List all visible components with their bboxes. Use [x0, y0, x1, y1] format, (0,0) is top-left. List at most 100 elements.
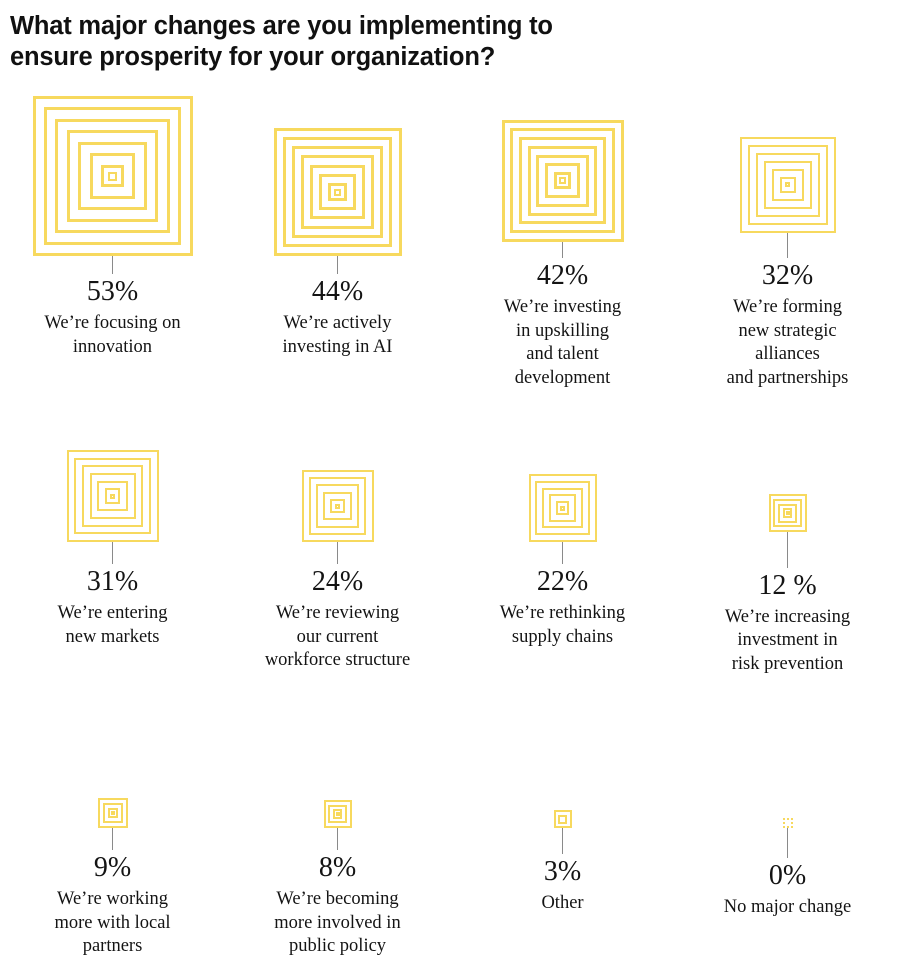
stat-cell: 3% Other — [450, 676, 675, 962]
square-ring — [323, 800, 352, 828]
connector-line — [337, 256, 338, 274]
concentric-square-mark-area — [97, 676, 128, 828]
stat-caption: We’re forming new strategic alliances an… — [726, 297, 849, 388]
connector-line — [787, 532, 788, 568]
stat-caption: No major change — [723, 897, 852, 917]
square-ring-core — [785, 182, 790, 188]
concentric-square-icon — [528, 474, 597, 542]
stat-caption: We’re working more with local partners — [54, 889, 171, 956]
square-ring — [66, 450, 159, 542]
concentric-square-mark-area — [739, 104, 836, 233]
concentric-square-mark-area — [553, 676, 572, 828]
square-ring — [527, 145, 598, 216]
concentric-square-icon — [739, 136, 836, 233]
square-ring — [291, 146, 384, 238]
stat-caption: We’re increasing investment in risk prev… — [724, 606, 851, 674]
square-ring — [55, 118, 170, 234]
square-ring — [545, 163, 580, 199]
concentric-square-mark-area — [273, 104, 402, 256]
stat-percentage: 3% — [543, 856, 582, 887]
connector-line — [112, 542, 113, 564]
square-ring — [548, 494, 577, 522]
square-ring — [102, 803, 123, 823]
square-ring — [74, 457, 151, 535]
stat-cell: 9% We’re working more with local partners — [0, 676, 225, 962]
stat-cell: 8% We’re becoming more involved in public… — [225, 676, 450, 962]
stat-cell: 44% We’re actively investing in AI — [225, 104, 450, 390]
stat-percentage: 9% — [93, 852, 132, 883]
connector-line — [337, 828, 338, 850]
stat-cell: 12 % We’re increasing investment in risk … — [675, 390, 900, 676]
stat-cell: 42% We’re investing in upskilling and tal… — [450, 104, 675, 390]
concentric-square-icon — [66, 450, 159, 542]
stat-caption: Other — [541, 893, 584, 913]
stat-cell: 32% We’re forming new strategic alliances… — [675, 104, 900, 390]
square-ring-core — [110, 811, 115, 815]
stat-cell: 22% We’re rethinking supply chains — [450, 390, 675, 676]
stat-caption: We’re reviewing our current workforce st… — [264, 603, 411, 670]
stat-caption: We’re rethinking supply chains — [499, 603, 626, 647]
concentric-square-mark-area — [66, 390, 159, 542]
stat-percentage: 53% — [86, 276, 139, 307]
stat-percentage: 31% — [86, 566, 139, 597]
square-ring — [97, 798, 128, 828]
square-ring-core — [110, 493, 115, 499]
square-ring — [747, 144, 828, 225]
stat-percentage: 12 % — [758, 569, 817, 601]
square-ring — [782, 508, 793, 518]
square-ring — [300, 155, 375, 229]
square-ring — [553, 810, 572, 828]
stat-cell: 0% No major change — [675, 676, 900, 962]
square-ring — [536, 154, 589, 207]
square-ring — [778, 503, 797, 523]
stat-grid: 53% We’re focusing on innovation 44% We’re … — [0, 96, 900, 962]
concentric-square-mark-area — [782, 676, 793, 828]
square-ring-core — [335, 812, 340, 816]
concentric-square-icon — [97, 798, 128, 828]
square-ring-core — [785, 511, 790, 515]
square-ring — [97, 480, 128, 512]
square-ring — [89, 473, 136, 519]
concentric-square-mark-area — [501, 104, 624, 242]
square-ring — [301, 470, 374, 542]
square-ring — [763, 160, 812, 209]
concentric-square-mark-area — [32, 96, 193, 256]
concentric-square-mark-area — [323, 676, 352, 828]
square-ring — [310, 164, 365, 220]
square-ring — [282, 137, 393, 247]
square-ring — [273, 128, 402, 256]
stat-caption: We’re becoming more involved in public p… — [274, 889, 401, 956]
square-ring — [330, 498, 345, 514]
square-ring — [739, 136, 836, 233]
stat-percentage: 8% — [318, 852, 357, 883]
square-ring — [773, 498, 802, 528]
square-ring-core — [560, 505, 565, 511]
stat-cell: 24% We’re reviewing our current workforce… — [225, 390, 450, 676]
stat-cell: 31% We’re entering new markets — [0, 390, 225, 676]
square-ring — [755, 152, 820, 217]
square-ring — [553, 171, 572, 190]
concentric-square-icon — [782, 818, 793, 828]
concentric-square-icon — [32, 96, 193, 256]
square-ring — [319, 173, 356, 211]
square-ring — [81, 465, 144, 527]
concentric-square-icon — [323, 800, 352, 828]
square-ring — [510, 128, 615, 233]
connector-line — [787, 232, 788, 258]
stat-caption: We’re actively investing in AI — [282, 313, 393, 357]
stat-caption: We’re investing in upskilling and talent… — [503, 297, 622, 388]
square-ring — [528, 474, 597, 542]
connector-line — [787, 828, 788, 858]
stat-caption: We’re entering new markets — [57, 603, 168, 647]
stat-cell: 53% We’re focusing on innovation — [0, 96, 225, 390]
square-ring — [323, 491, 352, 521]
square-ring — [501, 119, 624, 242]
concentric-square-mark-area — [768, 390, 807, 532]
square-ring — [771, 168, 804, 201]
page-title: What major changes are you implementing … — [10, 12, 553, 71]
stat-caption: We’re focusing on innovation — [44, 313, 181, 357]
square-ring — [78, 141, 147, 211]
connector-line — [562, 828, 563, 854]
stat-percentage: 0% — [768, 860, 807, 891]
square-ring — [768, 494, 807, 532]
